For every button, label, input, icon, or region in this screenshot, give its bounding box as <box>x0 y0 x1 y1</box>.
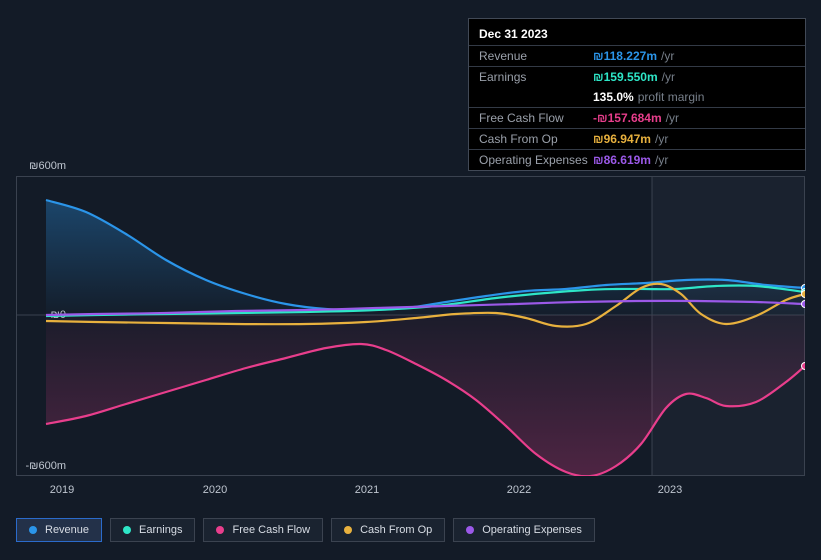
series-end-marker-fcf <box>802 363 806 370</box>
legend-item-opex[interactable]: Operating Expenses <box>453 518 595 542</box>
legend-dot-icon <box>29 526 37 534</box>
tooltip-row: Cash From Op₪96.947m/yr <box>469 128 805 149</box>
tooltip-row-value: ₪118.227m/yr <box>593 49 674 63</box>
tooltip-row-value: ₪159.550m/yr <box>593 70 675 84</box>
x-axis-label: 2021 <box>355 484 379 496</box>
legend-label: Free Cash Flow <box>232 524 310 536</box>
legend-item-fcf[interactable]: Free Cash Flow <box>203 518 323 542</box>
legend-label: Revenue <box>45 524 89 536</box>
legend-dot-icon <box>466 526 474 534</box>
series-end-marker-opex <box>802 301 806 308</box>
tooltip-row-suffix: /yr <box>655 153 668 167</box>
tooltip-date: Dec 31 2023 <box>469 25 805 45</box>
legend-item-earnings[interactable]: Earnings <box>110 518 195 542</box>
legend-dot-icon <box>216 526 224 534</box>
x-axis-label: 2023 <box>658 484 682 496</box>
y-axis-label: ₪600m <box>29 160 66 172</box>
legend-item-cfo[interactable]: Cash From Op <box>331 518 445 542</box>
legend-dot-icon <box>123 526 131 534</box>
legend-item-revenue[interactable]: Revenue <box>16 518 102 542</box>
legend-label: Earnings <box>139 524 182 536</box>
tooltip-row: Operating Expenses₪86.619m/yr <box>469 149 805 170</box>
tooltip-row: 135.0%profit margin <box>469 87 805 107</box>
legend-dot-icon <box>344 526 352 534</box>
x-axis-label: 2022 <box>507 484 531 496</box>
tooltip-row-value: -₪157.684m/yr <box>593 111 679 125</box>
financial-chart: Dec 31 2023 Revenue₪118.227m/yrEarnings₪… <box>0 0 821 560</box>
tooltip-row-label: Operating Expenses <box>479 153 593 167</box>
tooltip-row: Revenue₪118.227m/yr <box>469 45 805 66</box>
legend-label: Cash From Op <box>360 524 432 536</box>
x-axis-label: 2019 <box>50 484 74 496</box>
tooltip-row-value: 135.0%profit margin <box>593 90 704 104</box>
tooltip-row-suffix: /yr <box>661 49 674 63</box>
tooltip-row-suffix: /yr <box>655 132 668 146</box>
legend: Revenue Earnings Free Cash Flow Cash From O… <box>16 518 595 542</box>
tooltip-row-label: Revenue <box>479 49 593 63</box>
tooltip-row-label <box>479 90 593 104</box>
series-end-marker-cfo <box>802 291 806 298</box>
tooltip-row-label: Free Cash Flow <box>479 111 593 125</box>
plot-area[interactable] <box>16 176 805 476</box>
legend-label: Operating Expenses <box>482 524 582 536</box>
tooltip-row-label: Earnings <box>479 70 593 84</box>
tooltip-row: Earnings₪159.550m/yr <box>469 66 805 87</box>
tooltip-row-value: ₪96.947m/yr <box>593 132 668 146</box>
tooltip-row-suffix: profit margin <box>638 90 705 104</box>
chart-tooltip: Dec 31 2023 Revenue₪118.227m/yrEarnings₪… <box>468 18 806 171</box>
tooltip-row-suffix: /yr <box>666 111 679 125</box>
tooltip-row-label: Cash From Op <box>479 132 593 146</box>
tooltip-row: Free Cash Flow-₪157.684m/yr <box>469 107 805 128</box>
tooltip-row-value: ₪86.619m/yr <box>593 153 668 167</box>
tooltip-row-suffix: /yr <box>662 70 675 84</box>
x-axis-label: 2020 <box>203 484 227 496</box>
